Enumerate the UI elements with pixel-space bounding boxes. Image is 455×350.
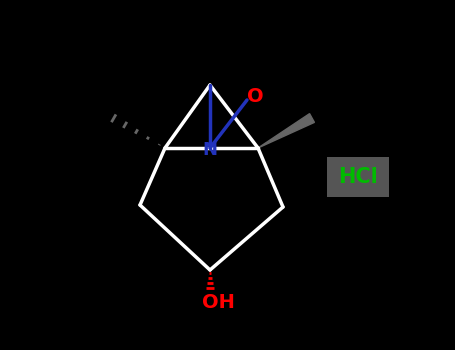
Text: HCl: HCl [338, 167, 378, 187]
Polygon shape [258, 114, 314, 148]
Text: OH: OH [202, 293, 234, 312]
FancyBboxPatch shape [327, 157, 389, 197]
Text: N: N [202, 141, 217, 159]
Text: O: O [247, 86, 263, 105]
